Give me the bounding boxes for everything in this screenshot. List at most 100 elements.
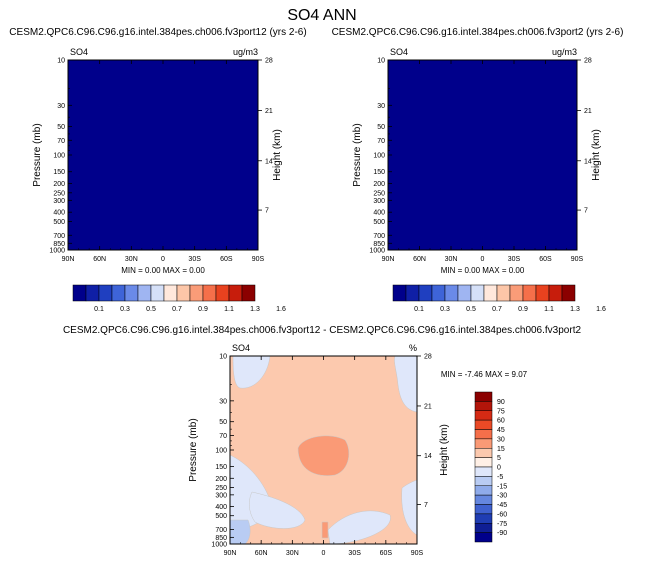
diff-contour-region	[394, 355, 418, 413]
diff-ytick: 700	[215, 527, 227, 534]
panel1-xtick: 90N	[62, 256, 75, 263]
panel2-xtick: 0	[481, 256, 485, 263]
panel1-ytick: 10	[57, 58, 65, 65]
diff-contour-region	[327, 510, 391, 545]
panel1-xtick: 60S	[220, 256, 233, 263]
diff-colorbar-swatch	[474, 494, 493, 505]
panel1-axes: 1030507010015020025030040050070085010002…	[49, 58, 272, 264]
diff-y2tick: 28	[424, 354, 432, 361]
diff-units-label: %	[409, 343, 417, 353]
panel1-colorbar-label: 1.1	[224, 306, 234, 313]
panel1-xtick: 60N	[93, 256, 106, 263]
panel1-ytick: 30	[57, 103, 65, 110]
panel2-colorbar-label: 0.9	[518, 306, 528, 313]
panel2-ylabel: Pressure (mb)	[352, 123, 363, 186]
panel1-colorbar-swatch	[215, 284, 230, 302]
panel1-colorbar-swatch	[98, 284, 113, 302]
diff-ytick: 30	[219, 398, 227, 405]
panel1-ylabel-right: Height (km)	[272, 129, 283, 181]
diff-ytick: 1000	[211, 542, 227, 549]
panel1-colorbar-swatch	[202, 284, 217, 302]
panel1-colorbar-swatch	[228, 284, 243, 302]
diff-ytick: 70	[219, 433, 227, 440]
panel2-units-label: ug/m3	[552, 47, 577, 57]
panel1-ytick: 850	[53, 241, 65, 248]
panel2-axes: 1030507010015020025030040050070085010002…	[369, 58, 591, 264]
diff-ytick: 200	[215, 476, 227, 483]
panel2-xtick: 60N	[413, 256, 426, 263]
panel2-colorbar-swatch	[444, 284, 459, 302]
panel2-xtick: 90S	[571, 256, 584, 263]
panel2-xtick: 30N	[445, 256, 458, 263]
panel1-ytick: 500	[53, 219, 65, 226]
panel1-stats: MIN = 0.00 MAX = 0.00	[121, 266, 205, 275]
panel2-colorbar-label: 0.5	[466, 306, 476, 313]
panel2-colorbar-swatch	[483, 284, 498, 302]
panel1-var-label: SO4	[70, 47, 88, 57]
diff-colorbar-label: -45	[497, 502, 507, 509]
panel2-ytick: 400	[373, 210, 385, 217]
panel2-colorbar-swatch	[392, 284, 407, 302]
diff-ytick: 300	[215, 492, 227, 499]
diff-ytick: 10	[219, 354, 227, 361]
panel2-colorbar-swatch	[405, 284, 420, 302]
panel1-colorbar-swatch	[241, 284, 256, 302]
panel1-xtick: 30S	[188, 256, 201, 263]
panel2-xtick: 90N	[382, 256, 395, 263]
panel2-ytick: 10	[377, 58, 385, 65]
panel2-y2tick: 14	[584, 158, 592, 165]
panel1-colorbar-label: 0.7	[172, 306, 182, 313]
panel2-colorbar-label: 0.7	[492, 306, 502, 313]
panel1-colorbar-swatch	[137, 284, 152, 302]
diff-contour-region	[229, 519, 251, 545]
panel1-colorbar-label: 0.1	[94, 306, 104, 313]
panel2-ytick: 500	[373, 219, 385, 226]
panel1-ytick: 400	[53, 210, 65, 217]
panel1-colorbar-label: 0.9	[198, 306, 208, 313]
diff-y2tick: 21	[424, 403, 432, 410]
panel1-ytick: 70	[57, 138, 65, 145]
panel2-field	[388, 60, 577, 250]
diff-colorbar-swatch	[474, 504, 493, 515]
diff-ytick: 850	[215, 535, 227, 542]
panel2-colorbar-swatch	[496, 284, 511, 302]
diff-colorbar-swatch	[474, 523, 493, 533]
panel2-colorbar-swatch	[457, 284, 472, 302]
diff-case-title: CESM2.QPC6.C96.C96.g16.intel.384pes.ch00…	[63, 325, 582, 336]
panel2-colorbar-label: 0.3	[440, 306, 450, 313]
diff-colorbar-label: -5	[497, 474, 503, 481]
diff-ylabel-right: Height (km)	[439, 424, 450, 476]
diff-colorbar-label: -90	[497, 530, 507, 537]
diff-ytick: 50	[219, 419, 227, 426]
diff-colorbar-swatch	[474, 513, 493, 524]
diff-colorbar-label: -75	[497, 521, 507, 528]
panel2-y2tick: 28	[584, 58, 592, 65]
diff-colorbar-swatch	[474, 485, 493, 496]
panel1-case-title: CESM2.QPC6.C96.C96.g16.intel.384pes.ch00…	[9, 27, 306, 38]
panel2-ytick: 850	[373, 241, 385, 248]
diff-colorbar-swatch	[474, 438, 493, 449]
diff-field	[229, 355, 418, 545]
panel2-ytick: 700	[373, 233, 385, 240]
panel1-colorbar-label: 1.3	[250, 306, 260, 313]
diff-ytick: 100	[215, 448, 227, 455]
diff-colorbar-swatch	[474, 401, 493, 411]
panel1-colorbar-swatch	[85, 284, 100, 302]
panel2-stats: MIN = 0.00 MAX = 0.00	[441, 266, 525, 275]
diff-ylabel: Pressure (mb)	[188, 418, 199, 481]
diff-colorbar-label: 0	[497, 465, 501, 472]
panel1-units-label: ug/m3	[233, 47, 258, 57]
diff-colorbar-label: 60	[497, 418, 505, 425]
panel1-colorbar-swatch	[124, 284, 139, 302]
panel2-y2tick: 21	[584, 108, 592, 115]
panel1-ytick: 700	[53, 233, 65, 240]
diff-xtick: 60S	[380, 550, 393, 557]
diff-contour-region	[249, 491, 306, 529]
diff-colorbar-swatch	[474, 476, 493, 486]
diff-contour-region	[321, 521, 329, 539]
diff-axes: 1030507010015020025030040050070085010002…	[211, 354, 431, 558]
panel2-colorbar-label: 1.6	[596, 306, 606, 313]
diff-colorbar-label: -30	[497, 493, 507, 500]
panel2-ytick: 200	[373, 181, 385, 188]
